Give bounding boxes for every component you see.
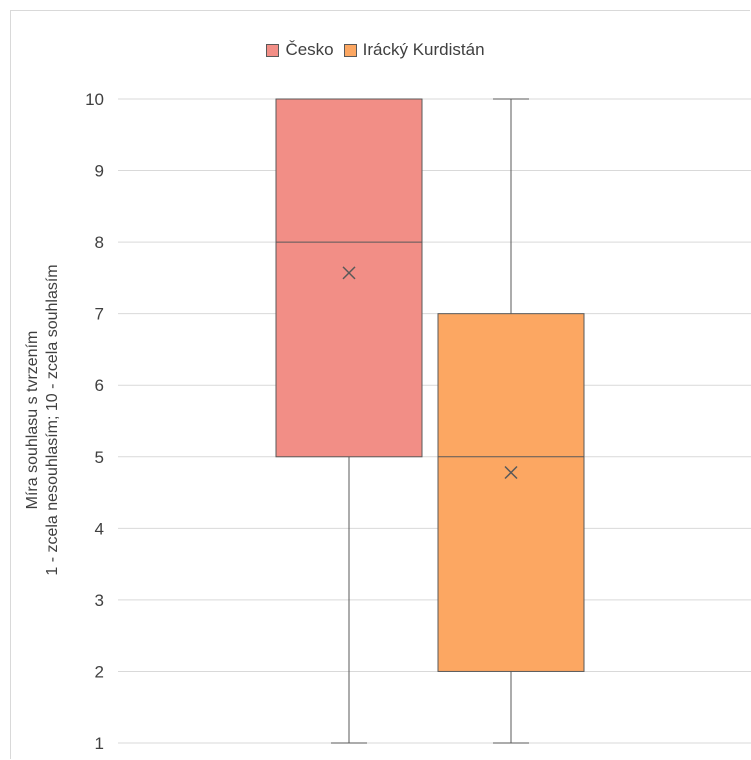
- y-tick-label-6: 6: [95, 376, 104, 395]
- chart-frame: [10, 10, 750, 759]
- y-tick-label-2: 2: [95, 662, 104, 681]
- y-tick-label-3: 3: [95, 591, 104, 610]
- legend-label-cesko: Česko: [285, 40, 334, 59]
- legend-swatch-kurdistan: [343, 43, 357, 57]
- mean-marker-b-cesko: [342, 266, 356, 280]
- legend-label-kurdistan: Irácký Kurdistán: [362, 40, 485, 59]
- y-tick-label-9: 9: [95, 162, 104, 181]
- y-tick-label-7: 7: [95, 305, 104, 324]
- y-tick-label-10: 10: [85, 90, 104, 109]
- y-tick-label-8: 8: [95, 233, 104, 252]
- legend-swatch-cesko: [266, 43, 280, 57]
- box-cesko: [275, 98, 423, 458]
- y-tick-label-4: 4: [95, 519, 104, 538]
- box-kurdistan: [437, 313, 585, 672]
- y-tick-label-1: 1: [95, 734, 104, 753]
- legend-item-cesko: Česko: [266, 40, 334, 60]
- mean-marker-b-kurdistan: [504, 465, 518, 480]
- legend-item-kurdistan: Irácký Kurdistán: [343, 40, 485, 60]
- y-tick-label-5: 5: [95, 448, 104, 467]
- legend: Česko Irácký Kurdistán: [0, 40, 751, 60]
